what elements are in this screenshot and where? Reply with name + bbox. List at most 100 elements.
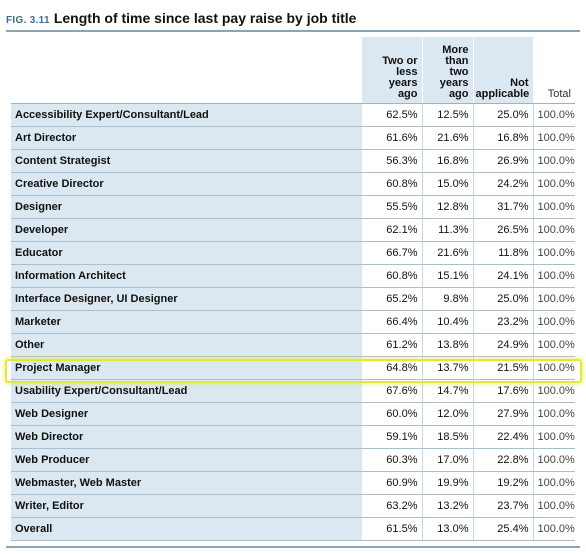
value-cell: 31.7%: [472, 195, 533, 219]
row-label: Web Producer: [11, 448, 363, 472]
value-cell: 65.2%: [361, 287, 422, 311]
column-header-line: ago: [448, 87, 469, 100]
row-label: Art Director: [11, 126, 363, 150]
row-label: Educator: [11, 241, 363, 265]
header-corner: [11, 37, 362, 104]
value-cell: 56.3%: [361, 149, 422, 173]
value-cell: 10.4%: [421, 310, 473, 334]
table-row: Usability Expert/Consultant/Lead 67.6% 14.…: [11, 379, 575, 403]
table-row: Overall 61.5% 13.0% 25.4% 100.0%: [11, 517, 575, 541]
value-cell: 60.8%: [361, 172, 422, 196]
value-cell: 61.5%: [361, 517, 422, 541]
column-header-line: ago: [397, 87, 418, 100]
value-cell: 24.9%: [472, 333, 533, 357]
value-cell: 25.0%: [472, 287, 533, 311]
value-cell: 55.5%: [361, 195, 422, 219]
header-row: Two or less years ago More than two years ago N…: [11, 37, 575, 104]
row-label: Designer: [11, 195, 363, 219]
table-row: Developer 62.1% 11.3% 26.5% 100.0%: [11, 218, 575, 242]
value-cell: 9.8%: [421, 287, 473, 311]
value-cell: 59.1%: [361, 425, 422, 449]
value-cell: 14.7%: [421, 379, 473, 403]
row-label: Project Manager: [11, 356, 363, 380]
column-header: Not applicable: [473, 37, 534, 104]
total-cell: 100.0%: [532, 356, 575, 380]
total-cell: 100.0%: [532, 310, 575, 334]
table-row: Other 61.2% 13.8% 24.9% 100.0%: [11, 333, 575, 357]
table-row: Creative Director 60.8% 15.0% 24.2% 100.0%: [11, 172, 575, 196]
value-cell: 19.2%: [472, 471, 533, 495]
total-cell: 100.0%: [532, 287, 575, 311]
column-header: More than two years ago: [422, 37, 474, 104]
value-cell: 64.8%: [361, 356, 422, 380]
row-label: Creative Director: [11, 172, 363, 196]
value-cell: 12.0%: [421, 402, 473, 426]
column-header-line: More: [442, 43, 469, 56]
value-cell: 67.6%: [361, 379, 422, 403]
value-cell: 17.6%: [472, 379, 533, 403]
value-cell: 66.4%: [361, 310, 422, 334]
value-cell: 25.4%: [472, 517, 533, 541]
value-cell: 16.8%: [421, 149, 473, 173]
value-cell: 16.8%: [472, 126, 533, 150]
value-cell: 23.7%: [472, 494, 533, 518]
value-cell: 27.9%: [472, 402, 533, 426]
figure-label: FIG. 3.11: [6, 15, 50, 26]
table-row: Interface Designer, UI Designer 65.2% 9.8%…: [11, 287, 575, 311]
row-label: Writer, Editor: [11, 494, 363, 518]
table-row: Information Architect 60.8% 15.1% 24.1% 100.…: [11, 264, 575, 288]
column-header-line: Total: [547, 87, 571, 100]
row-label: Interface Designer, UI Designer: [11, 287, 363, 311]
column-header-line: than: [445, 54, 469, 67]
total-cell: 100.0%: [532, 448, 575, 472]
column-header: Total: [532, 37, 575, 104]
value-cell: 21.5%: [472, 356, 533, 380]
value-cell: 11.3%: [421, 218, 473, 242]
value-cell: 13.7%: [421, 356, 473, 380]
table-row: Designer 55.5% 12.8% 31.7% 100.0%: [11, 195, 575, 219]
column-header-line: two: [449, 65, 469, 78]
column-header-line: Two or: [382, 54, 418, 67]
total-cell: 100.0%: [532, 425, 575, 449]
table-row: Project Manager 64.8% 13.7% 21.5% 100.0%: [11, 356, 575, 380]
column-header-line: years: [388, 76, 418, 89]
total-cell: 100.0%: [532, 471, 575, 495]
table-row: Accessibility Expert/Consultant/Lead 62.5…: [11, 103, 575, 127]
value-cell: 15.1%: [421, 264, 473, 288]
column-header-line: applicable: [475, 87, 530, 100]
value-cell: 60.3%: [361, 448, 422, 472]
value-cell: 24.1%: [472, 264, 533, 288]
total-cell: 100.0%: [532, 172, 575, 196]
table-row: Writer, Editor 63.2% 13.2% 23.7% 100.0%: [11, 494, 575, 518]
value-cell: 13.8%: [421, 333, 473, 357]
value-cell: 60.9%: [361, 471, 422, 495]
column-header: Two or less years ago: [362, 37, 423, 104]
row-label: Usability Expert/Consultant/Lead: [11, 379, 363, 403]
total-cell: 100.0%: [532, 402, 575, 426]
row-label: Webmaster, Web Master: [11, 471, 363, 495]
row-label: Overall: [11, 517, 363, 541]
figure-caption: FIG. 3.11 Length of time since last pay r…: [6, 10, 356, 28]
total-cell: 100.0%: [532, 379, 575, 403]
column-header-line: Not: [510, 76, 529, 89]
value-cell: 11.8%: [472, 241, 533, 265]
bottom-rule: [6, 546, 580, 548]
total-cell: 100.0%: [532, 241, 575, 265]
total-cell: 100.0%: [532, 494, 575, 518]
row-label: Marketer: [11, 310, 363, 334]
figure-title: Length of time since last pay raise by j…: [53, 10, 357, 26]
value-cell: 13.2%: [421, 494, 473, 518]
value-cell: 12.8%: [421, 195, 473, 219]
value-cell: 12.5%: [421, 103, 473, 127]
table-row: Art Director 61.6% 21.6% 16.8% 100.0%: [11, 126, 575, 150]
value-cell: 61.6%: [361, 126, 422, 150]
value-cell: 60.0%: [361, 402, 422, 426]
table-row: Marketer 66.4% 10.4% 23.2% 100.0%: [11, 310, 575, 334]
row-label: Accessibility Expert/Consultant/Lead: [11, 103, 363, 127]
row-label: Other: [11, 333, 363, 357]
total-cell: 100.0%: [532, 149, 575, 173]
table-row: Web Designer 60.0% 12.0% 27.9% 100.0%: [11, 402, 575, 426]
value-cell: 26.9%: [472, 149, 533, 173]
total-cell: 100.0%: [532, 333, 575, 357]
value-cell: 21.6%: [421, 241, 473, 265]
